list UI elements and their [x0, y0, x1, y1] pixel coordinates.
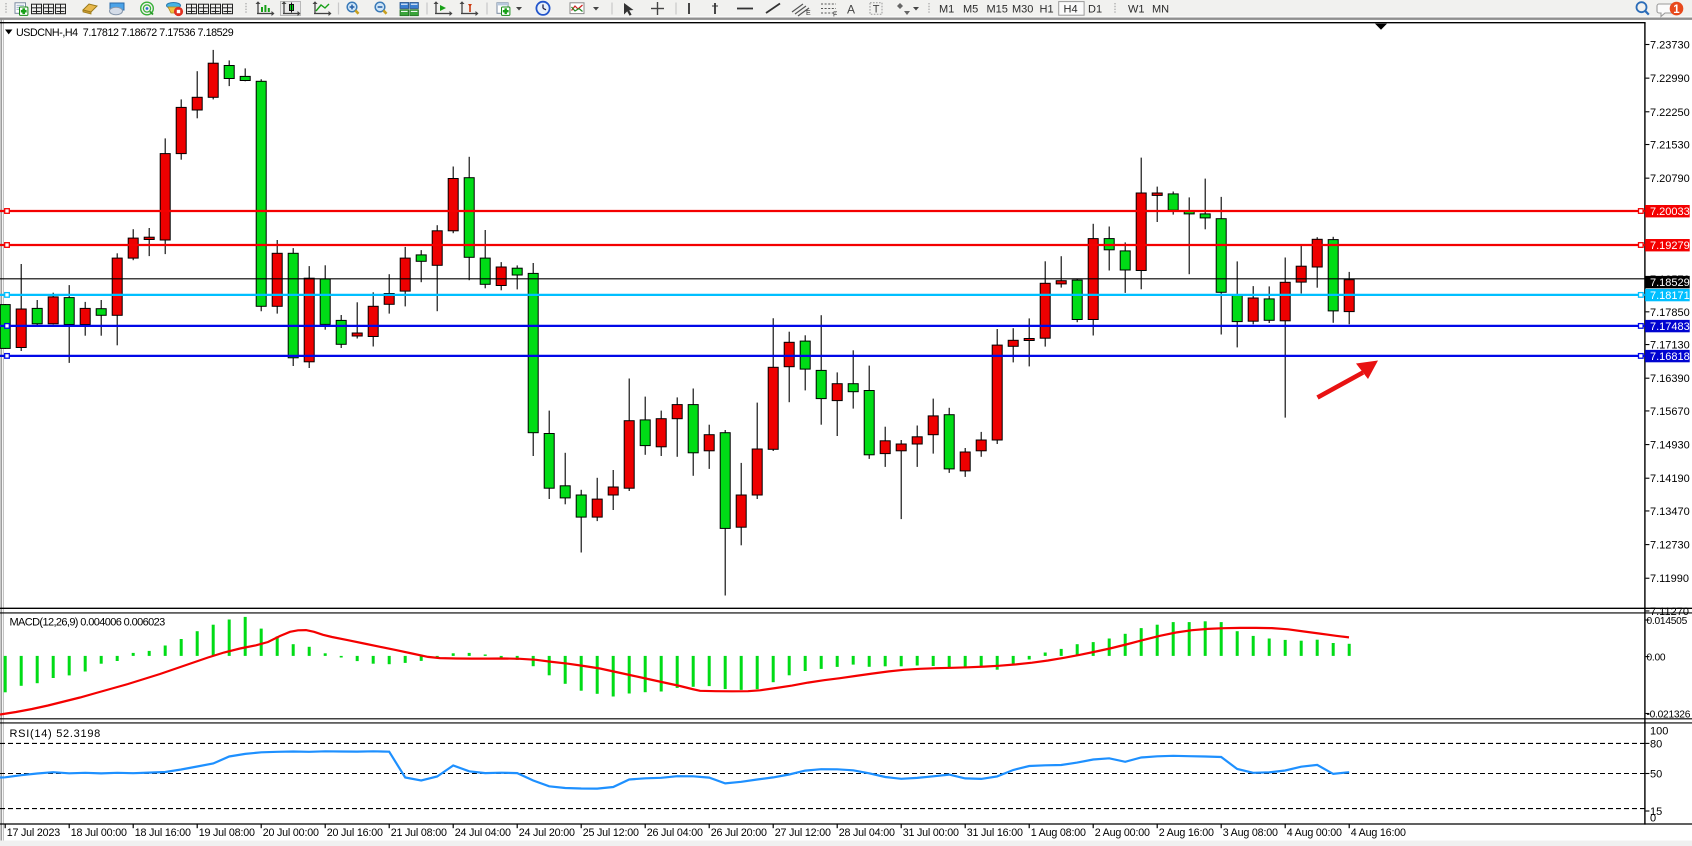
- svg-text:31 Jul 00:00: 31 Jul 00:00: [903, 827, 959, 839]
- svg-text:7.13470: 7.13470: [1650, 506, 1690, 518]
- svg-text:25 Jul 12:00: 25 Jul 12:00: [583, 827, 639, 839]
- svg-text:27 Jul 12:00: 27 Jul 12:00: [775, 827, 831, 839]
- svg-text:7.12730: 7.12730: [1650, 540, 1690, 552]
- svg-text:7.16818: 7.16818: [1650, 351, 1690, 363]
- svg-text:3 Aug 08:00: 3 Aug 08:00: [1223, 827, 1278, 839]
- svg-text:50: 50: [1650, 769, 1662, 781]
- svg-text:2 Aug 16:00: 2 Aug 16:00: [1159, 827, 1214, 839]
- svg-text:T: T: [873, 4, 880, 16]
- svg-text:7.20033: 7.20033: [1650, 206, 1690, 218]
- svg-text:7.16390: 7.16390: [1650, 373, 1690, 385]
- svg-text:7.23730: 7.23730: [1650, 40, 1690, 52]
- svg-text:7.18529: 7.18529: [1650, 277, 1690, 289]
- svg-text:31 Jul 16:00: 31 Jul 16:00: [967, 827, 1023, 839]
- svg-text:F: F: [833, 11, 837, 18]
- svg-text:D1: D1: [1088, 4, 1102, 16]
- svg-text:17 Jul 2023: 17 Jul 2023: [7, 827, 61, 839]
- svg-text:7.14190: 7.14190: [1650, 473, 1690, 485]
- svg-text:15: 15: [1650, 806, 1662, 818]
- svg-text:7.11990: 7.11990: [1650, 573, 1689, 585]
- svg-text:MACD(12,26,9) 0.004006 0.00602: MACD(12,26,9) 0.004006 0.006023: [10, 617, 166, 629]
- svg-text:28 Jul 04:00: 28 Jul 04:00: [839, 827, 895, 839]
- svg-text:7.19279: 7.19279: [1650, 240, 1690, 252]
- svg-text:7.22990: 7.22990: [1650, 73, 1690, 85]
- svg-text:H1: H1: [1040, 4, 1054, 16]
- svg-text:7.21530: 7.21530: [1650, 140, 1690, 152]
- svg-text:W1: W1: [1128, 4, 1145, 16]
- svg-text:7.15670: 7.15670: [1650, 406, 1690, 418]
- svg-text:7.17850: 7.17850: [1650, 307, 1690, 319]
- svg-text:7.17483: 7.17483: [1650, 321, 1690, 333]
- svg-text:24 Jul 04:00: 24 Jul 04:00: [455, 827, 511, 839]
- svg-text:0.00: 0.00: [1647, 653, 1666, 664]
- svg-text:0: 0: [1650, 813, 1656, 825]
- svg-text:100: 100: [1650, 726, 1668, 738]
- svg-text:26 Jul 04:00: 26 Jul 04:00: [647, 827, 703, 839]
- svg-text:4 Aug 16:00: 4 Aug 16:00: [1351, 827, 1406, 839]
- svg-text:18 Jul 00:00: 18 Jul 00:00: [71, 827, 127, 839]
- svg-text:1 Aug 08:00: 1 Aug 08:00: [1031, 827, 1086, 839]
- svg-text:USDCNH-,H4 7.17812 7.18672 7.: USDCNH-,H4 7.17812 7.18672 7.17536 7.185…: [16, 27, 234, 39]
- svg-text:7.14930: 7.14930: [1650, 440, 1690, 452]
- svg-text:2 Aug 00:00: 2 Aug 00:00: [1095, 827, 1150, 839]
- svg-text:26 Jul 20:00: 26 Jul 20:00: [711, 827, 767, 839]
- svg-text:20 Jul 16:00: 20 Jul 16:00: [327, 827, 383, 839]
- svg-text:1: 1: [1673, 4, 1680, 16]
- svg-text:H4: H4: [1064, 4, 1078, 16]
- svg-text:0.014505: 0.014505: [1647, 616, 1688, 627]
- svg-text:MN: MN: [1152, 4, 1169, 16]
- svg-text:21 Jul 08:00: 21 Jul 08:00: [391, 827, 447, 839]
- svg-text:7.17130: 7.17130: [1650, 340, 1690, 352]
- svg-text:18 Jul 16:00: 18 Jul 16:00: [135, 827, 191, 839]
- svg-text:7.18171: 7.18171: [1650, 290, 1690, 302]
- svg-text:7.11270: 7.11270: [1650, 606, 1689, 618]
- svg-text:-0.021326: -0.021326: [1647, 710, 1691, 721]
- svg-text:4 Aug 00:00: 4 Aug 00:00: [1287, 827, 1342, 839]
- svg-text:20 Jul 00:00: 20 Jul 00:00: [263, 827, 319, 839]
- svg-text:7.20790: 7.20790: [1650, 173, 1690, 185]
- svg-text:RSI(14) 52.3198: RSI(14) 52.3198: [10, 728, 102, 740]
- svg-text:80: 80: [1650, 738, 1662, 750]
- svg-text:24 Jul 20:00: 24 Jul 20:00: [519, 827, 575, 839]
- svg-text:M15: M15: [987, 4, 1008, 16]
- svg-text:M1: M1: [939, 4, 954, 16]
- svg-text:M30: M30: [1012, 4, 1033, 16]
- svg-text:19 Jul 08:00: 19 Jul 08:00: [199, 827, 255, 839]
- svg-text:M5: M5: [963, 4, 978, 16]
- svg-text:A: A: [847, 3, 855, 17]
- svg-text:E: E: [806, 10, 811, 17]
- svg-text:7.22250: 7.22250: [1650, 107, 1690, 119]
